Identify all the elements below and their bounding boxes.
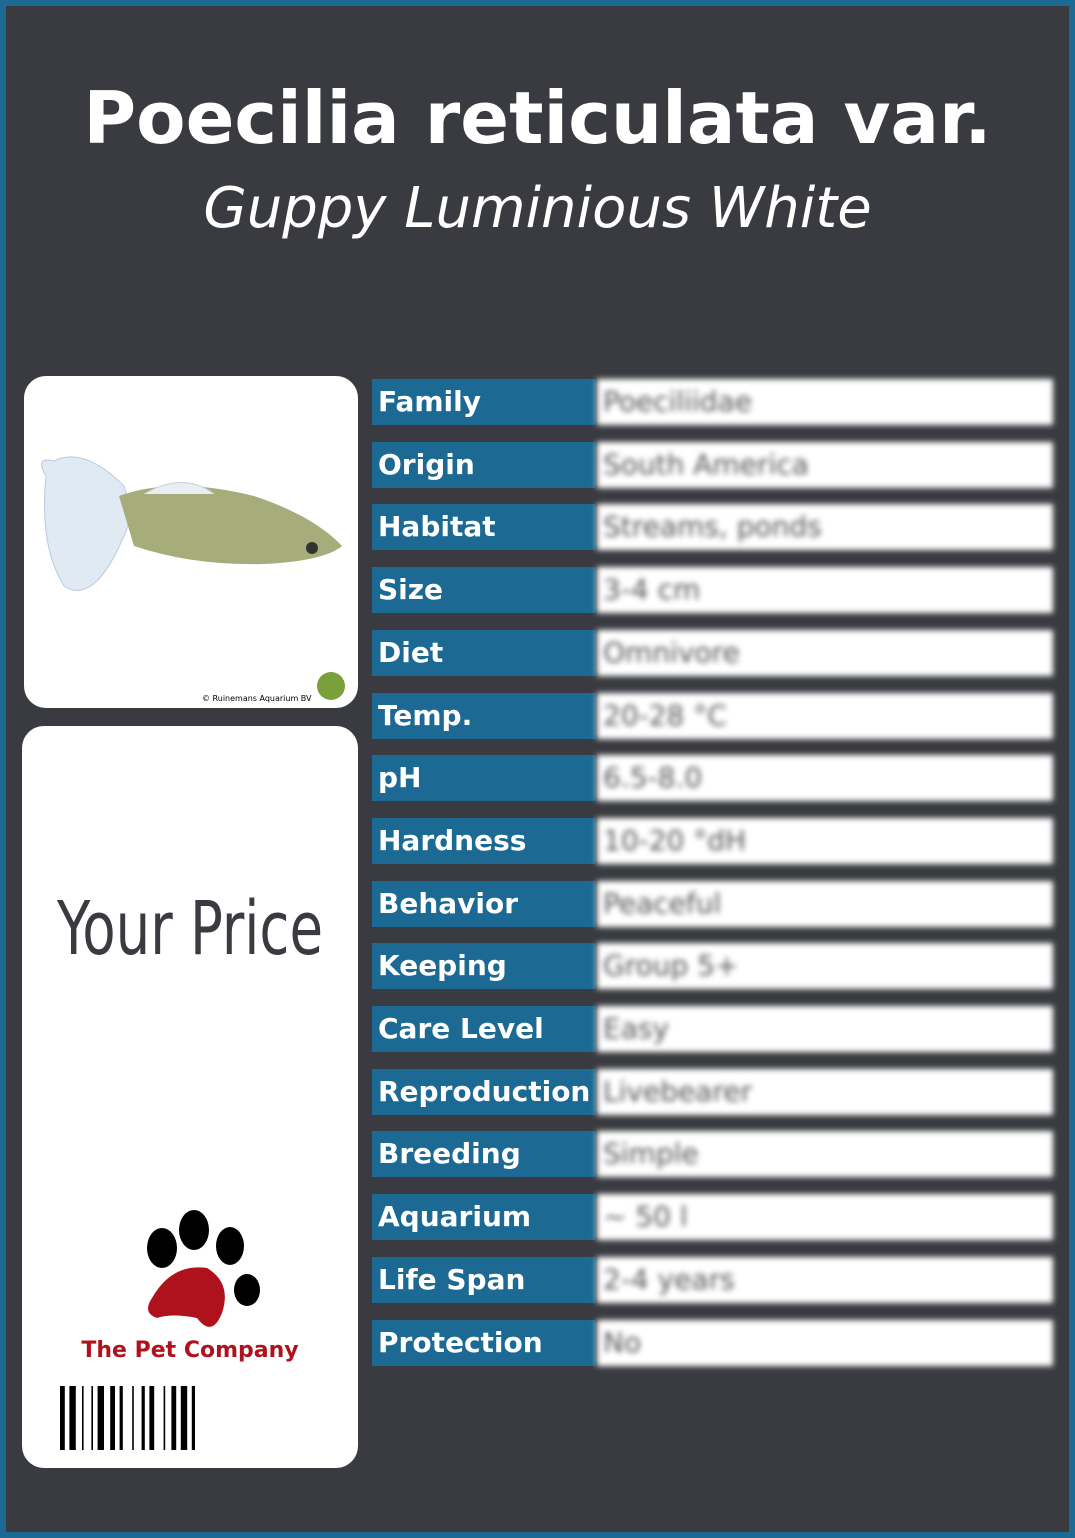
barcode-bar xyxy=(132,1386,134,1450)
row-label: Keeping xyxy=(372,943,595,990)
row-value: ~ 50 l xyxy=(597,1194,1053,1241)
row-value: 6.5-8.0 xyxy=(597,755,1053,802)
table-row: Aquarium ~ 50 l xyxy=(372,1194,1053,1241)
price-panel: Your Price The Pet Company xyxy=(22,726,358,1468)
row-label: Life Span xyxy=(372,1256,595,1303)
row-label: Family xyxy=(372,379,595,425)
row-label: Origin xyxy=(372,441,595,488)
barcode-bar xyxy=(110,1386,115,1450)
row-label: Care Level xyxy=(372,1006,595,1052)
barcode-bar xyxy=(149,1386,155,1450)
barcode-bar xyxy=(60,1386,65,1450)
row-value: Omnivore xyxy=(597,629,1053,676)
paw-logo xyxy=(147,1210,260,1327)
row-value: No xyxy=(597,1319,1053,1366)
barcode xyxy=(60,1386,195,1450)
table-row: Protection No xyxy=(372,1319,1053,1366)
row-label: Habitat xyxy=(372,504,595,551)
subtitle: Guppy Luminious White xyxy=(203,176,872,241)
row-value: 3-4 cm xyxy=(597,567,1053,614)
company-name: The Pet Company xyxy=(81,1338,299,1363)
image-credit: © Ruinemans Aquarium BV xyxy=(202,694,312,703)
row-value: 10-20 °dH xyxy=(597,817,1053,864)
title: Poecilia reticulata var. xyxy=(83,76,992,160)
row-value: South America xyxy=(597,441,1053,488)
row-value: Poeciliidae xyxy=(597,379,1053,425)
row-value: Streams, ponds xyxy=(597,504,1053,551)
table-row: Keeping Group 5+ xyxy=(372,943,1053,990)
table-row: Origin South America xyxy=(372,441,1053,488)
row-label: Diet xyxy=(372,629,595,676)
table-row: pH 6.5-8.0 xyxy=(372,755,1053,802)
table-row: Behavior Peaceful xyxy=(372,880,1053,927)
table-row: Size 3-4 cm xyxy=(372,567,1053,614)
row-value: 2-4 years xyxy=(597,1256,1053,1303)
barcode-bar xyxy=(119,1386,123,1450)
row-label: Hardness xyxy=(372,817,595,864)
row-value: Peaceful xyxy=(597,880,1053,927)
table-row: Diet Omnivore xyxy=(372,629,1053,676)
table-row: Life Span 2-4 years xyxy=(372,1256,1053,1303)
barcode-bar xyxy=(82,1386,84,1450)
barcode-bar xyxy=(91,1386,93,1450)
row-value: Easy xyxy=(597,1006,1053,1052)
barcode-bar xyxy=(141,1386,145,1450)
row-value: 20-28 °C xyxy=(597,692,1053,739)
row-label: Size xyxy=(372,567,595,614)
row-label: Protection xyxy=(372,1319,595,1366)
fish-image xyxy=(41,456,345,700)
row-value: Group 5+ xyxy=(597,943,1053,990)
table-row: Habitat Streams, ponds xyxy=(372,504,1053,551)
table-row: Care Level Easy xyxy=(372,1006,1053,1052)
barcode-bar xyxy=(163,1386,166,1450)
table-row: Hardness 10-20 °dH xyxy=(372,817,1053,864)
barcode-bar xyxy=(180,1386,188,1450)
price-label: Your Price xyxy=(56,886,324,972)
row-label: Breeding xyxy=(372,1131,595,1178)
row-label: Temp. xyxy=(372,692,595,739)
barcode-bar xyxy=(191,1386,195,1450)
table-row: Family Poeciliidae xyxy=(372,379,1053,425)
row-label: Reproduction xyxy=(372,1068,595,1115)
row-value: Simple xyxy=(597,1131,1053,1178)
row-label: Behavior xyxy=(372,880,595,927)
image-panel: © Ruinemans Aquarium BV xyxy=(24,376,358,708)
row-value: Livebearer xyxy=(597,1068,1053,1115)
table-row: Temp. 20-28 °C xyxy=(372,692,1053,739)
barcode-bar xyxy=(69,1386,76,1450)
row-label: pH xyxy=(372,755,595,802)
barcode-bar xyxy=(97,1386,104,1450)
table-row: Reproduction Livebearer xyxy=(372,1068,1053,1115)
row-label: Aquarium xyxy=(372,1194,595,1241)
table-row: Breeding Simple xyxy=(372,1131,1053,1178)
barcode-bar xyxy=(171,1386,177,1450)
